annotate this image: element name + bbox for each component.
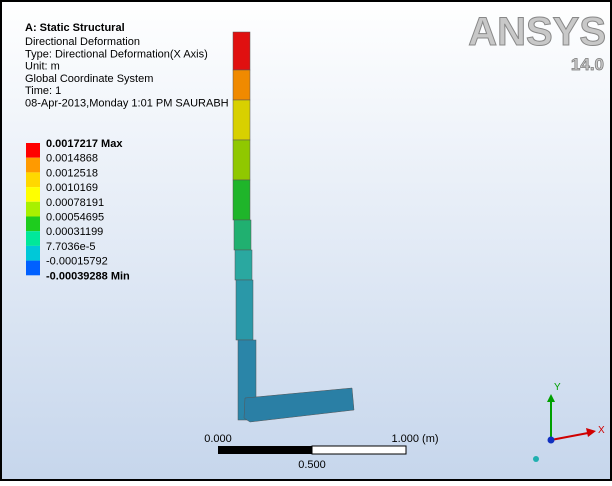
- header-line: Directional Deformation: [25, 36, 140, 48]
- legend-label: 0.0017217 Max: [46, 138, 123, 150]
- scale-left: 0.000: [204, 433, 232, 445]
- legend-label: 0.0010169: [46, 182, 98, 194]
- legend-label: 0.00054695: [46, 212, 104, 224]
- legend-label: 0.00078191: [46, 197, 104, 209]
- legend-swatch: [26, 231, 40, 246]
- legend-swatch: [26, 187, 40, 202]
- header-line: Time: 1: [25, 85, 61, 97]
- legend-label: -0.00015792: [46, 256, 108, 268]
- legend-label: 0.0012518: [46, 167, 98, 179]
- legend-label: -0.00039288 Min: [46, 270, 130, 282]
- legend-label: 7.7036e-5: [46, 241, 96, 253]
- header-title: A: Static Structural: [25, 22, 125, 34]
- header-line: 08-Apr-2013,Monday 1:01 PM SAURABH: [25, 98, 229, 110]
- legend-swatch: [26, 158, 40, 173]
- legend-label: 0.0014868: [46, 153, 98, 165]
- legend-swatch: [26, 261, 40, 276]
- scale-middle: 0.500: [298, 459, 326, 471]
- header-line: Global Coordinate System: [25, 73, 153, 85]
- header-line: Type: Directional Deformation(X Axis): [25, 48, 208, 60]
- logo-brand: ANSYS: [468, 10, 606, 54]
- viewport: A: Static Structural Directional Deforma…: [0, 0, 612, 481]
- header-line: Unit: m: [25, 61, 60, 73]
- triad-x: X: [598, 425, 605, 436]
- legend-swatch: [26, 202, 40, 217]
- legend-swatch: [26, 172, 40, 187]
- logo-version: 14.0: [571, 55, 604, 74]
- scale-right: 1.000 (m): [391, 433, 438, 445]
- legend-swatch: [26, 217, 40, 232]
- legend-label: 0.00031199: [46, 226, 103, 238]
- triad-y: Y: [554, 382, 561, 393]
- legend-swatch: [26, 246, 40, 261]
- legend-swatch: [26, 143, 40, 158]
